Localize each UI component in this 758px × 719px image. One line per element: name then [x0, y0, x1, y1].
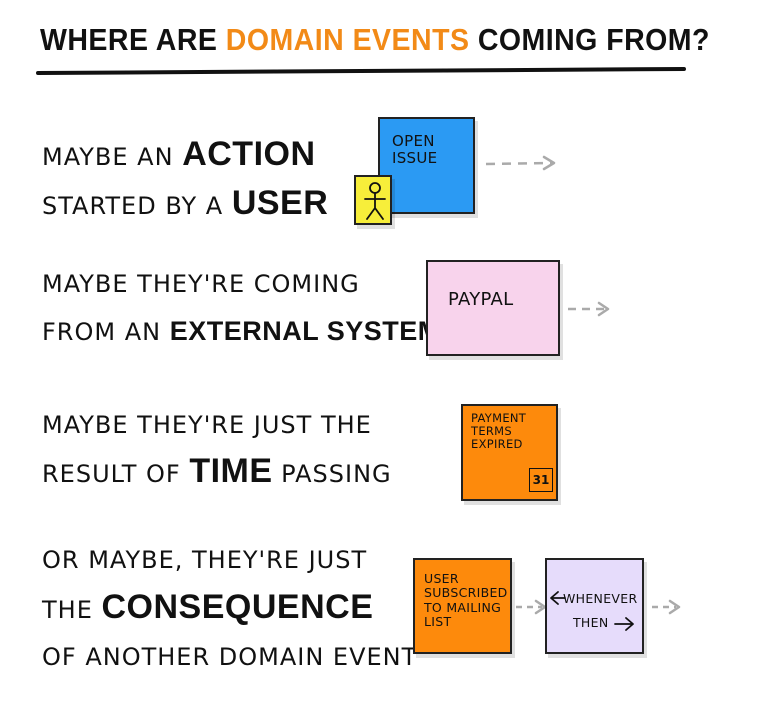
row2-line1: MAYBE THEY'RE COMING: [42, 272, 360, 296]
paypal-label: PAYPAL: [448, 289, 514, 310]
row1-line2: STARTED BY A USER: [42, 186, 328, 220]
title-suffix: COMING FROM?: [469, 22, 710, 57]
arrow-left-icon: [550, 591, 566, 605]
user-subscribed-sticky: USER SUBSCRIBED TO MAILING LIST: [413, 558, 512, 654]
row1-keyword-action: ACTION: [182, 135, 316, 173]
calendar-day: 31: [532, 473, 550, 487]
title-prefix: WHERE ARE: [40, 22, 226, 57]
policy-then-label: THEN: [573, 615, 609, 630]
arrow-right-icon: [614, 617, 634, 631]
row1-line2-text: STARTED BY A: [42, 192, 232, 220]
arrow-right-dashed-4: [652, 599, 681, 615]
row1-line1-text: MAYBE AN: [42, 143, 183, 171]
title-underline: [36, 67, 686, 75]
row3-line2-suffix: PASSING: [272, 460, 392, 488]
user-subscribed-label: USER SUBSCRIBED TO MAILING LIST: [424, 571, 508, 630]
policy-sticky: WHENEVER THEN: [545, 558, 644, 654]
row4-line3-text: OF ANOTHER DOMAIN EVENT: [42, 643, 418, 671]
payment-terms-expired-label: PAYMENT TERMS EXPIRED: [471, 411, 527, 452]
row1-line1: MAYBE AN ACTION: [42, 137, 316, 171]
user-actor-sticky: [354, 175, 392, 225]
page-title: WHERE ARE DOMAIN EVENTS COMING FROM?: [40, 22, 709, 72]
row3-line1-text: MAYBE THEY'RE JUST THE: [42, 411, 372, 439]
row2-line2: FROM AN EXTERNAL SYSTEM: [42, 318, 441, 345]
row4-line2: THE CONSEQUENCE: [42, 590, 373, 624]
row2-line2-text: FROM AN: [42, 318, 170, 346]
row4-keyword-consequence: CONSEQUENCE: [101, 588, 374, 626]
row3-line2: RESULT OF TIME PASSING: [42, 454, 392, 488]
row4-line1-text: OR MAYBE, THEY'RE JUST: [42, 546, 368, 574]
arrow-right-dashed-1: [485, 155, 556, 171]
stick-figure-icon: [364, 182, 386, 220]
title-highlight: DOMAIN EVENTS: [225, 22, 470, 57]
row2-keyword-external-system: EXTERNAL SYSTEM: [169, 316, 441, 346]
paypal-sticky: PAYPAL: [426, 260, 560, 356]
row3-line1: MAYBE THEY'RE JUST THE: [42, 413, 372, 437]
row4-line2-text: THE: [42, 596, 102, 624]
row4-line3: OF ANOTHER DOMAIN EVENT: [42, 645, 417, 669]
calendar-icon: 31: [529, 468, 553, 492]
open-issue-label: OPEN ISSUE: [392, 132, 438, 168]
policy-whenever-label: WHENEVER: [563, 591, 638, 606]
payment-terms-expired-sticky: PAYMENT TERMS EXPIRED 31: [461, 404, 558, 501]
row2-line1-text: MAYBE THEY'RE COMING: [42, 270, 360, 298]
open-issue-sticky: OPEN ISSUE: [378, 117, 475, 214]
row3-line2-text: RESULT OF: [42, 460, 190, 488]
row4-line1: OR MAYBE, THEY'RE JUST: [42, 548, 367, 572]
row1-keyword-user: USER: [231, 184, 329, 222]
row3-keyword-time: TIME: [189, 452, 273, 490]
arrow-right-dashed-2: [568, 301, 610, 317]
